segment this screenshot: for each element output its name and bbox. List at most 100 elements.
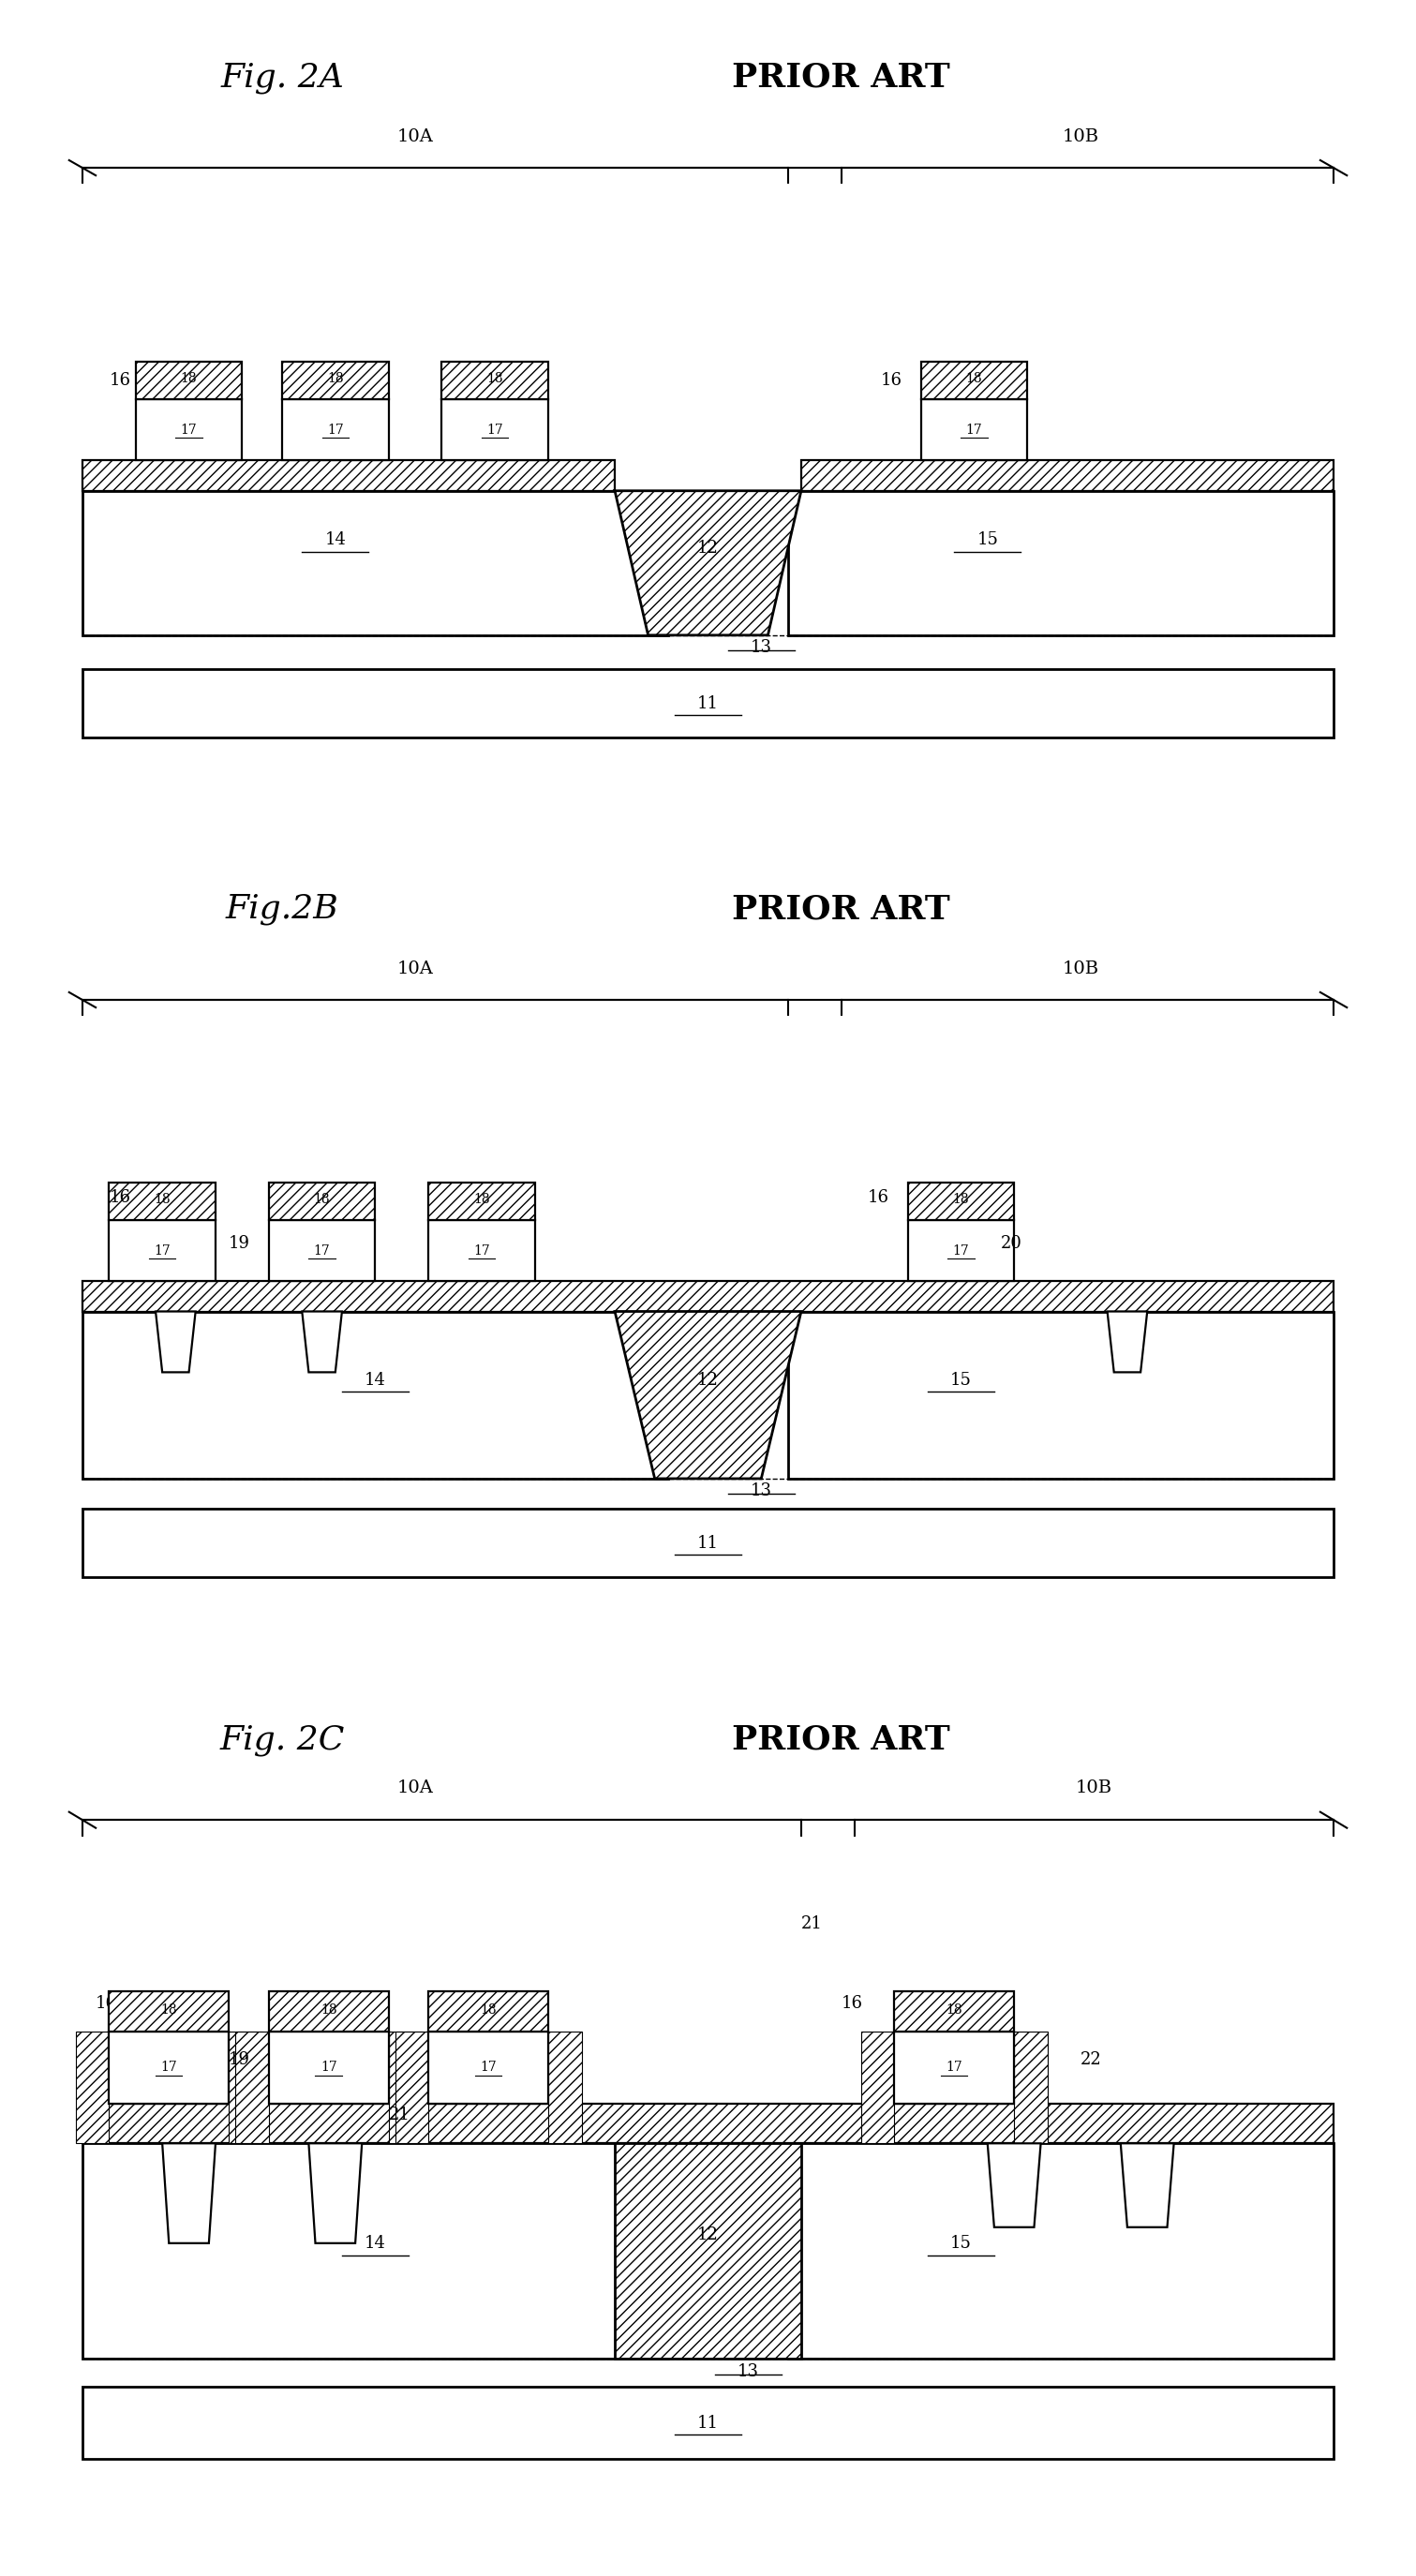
Text: 11: 11 bbox=[697, 696, 719, 711]
Text: 17: 17 bbox=[320, 2061, 337, 2074]
Bar bbox=[895, 1991, 1014, 2032]
Text: 17: 17 bbox=[154, 1244, 170, 1257]
Bar bbox=[109, 1221, 215, 1280]
Bar bbox=[136, 399, 242, 461]
Text: 10B: 10B bbox=[1076, 1780, 1113, 1795]
Bar bbox=[908, 1182, 1014, 1221]
Bar bbox=[136, 361, 242, 399]
Bar bbox=[908, 1221, 1014, 1280]
Bar bbox=[920, 361, 1028, 399]
Text: 17: 17 bbox=[473, 1244, 490, 1257]
Bar bbox=[388, 2032, 422, 2143]
Text: 12: 12 bbox=[697, 2226, 719, 2244]
Bar bbox=[109, 1182, 215, 1221]
Bar bbox=[82, 670, 1334, 737]
Text: 15: 15 bbox=[950, 2236, 971, 2251]
Text: 18: 18 bbox=[314, 1193, 330, 1206]
Text: 16: 16 bbox=[96, 1996, 118, 2012]
Bar bbox=[269, 1991, 388, 2032]
Polygon shape bbox=[302, 1311, 343, 1373]
Polygon shape bbox=[309, 2143, 362, 2244]
Bar bbox=[229, 2032, 262, 2143]
Bar bbox=[395, 2032, 429, 2143]
Bar bbox=[282, 399, 388, 461]
Bar bbox=[442, 399, 548, 461]
Text: 18: 18 bbox=[327, 371, 344, 386]
Text: 17: 17 bbox=[480, 2061, 497, 2074]
Polygon shape bbox=[615, 2143, 801, 2360]
Text: 18: 18 bbox=[154, 1193, 170, 1206]
Text: 14: 14 bbox=[364, 2236, 387, 2251]
Text: 19: 19 bbox=[229, 2050, 251, 2069]
Bar bbox=[429, 1221, 535, 1280]
Bar bbox=[787, 492, 1334, 636]
Text: 17: 17 bbox=[314, 1244, 330, 1257]
Text: Fig.2B: Fig.2B bbox=[225, 894, 338, 925]
Bar bbox=[82, 1510, 1334, 1577]
Bar bbox=[787, 2143, 1334, 2360]
Bar bbox=[82, 2388, 1334, 2458]
Bar bbox=[548, 2032, 582, 2143]
Bar bbox=[861, 2032, 895, 2143]
Text: Fig. 2A: Fig. 2A bbox=[221, 62, 344, 93]
Polygon shape bbox=[1107, 1311, 1147, 1373]
Text: 18: 18 bbox=[966, 371, 983, 386]
Text: 18: 18 bbox=[480, 2004, 497, 2017]
Text: 13: 13 bbox=[750, 639, 772, 657]
Bar bbox=[442, 361, 548, 399]
Text: 18: 18 bbox=[946, 2004, 963, 2017]
Bar bbox=[801, 461, 1334, 492]
Bar bbox=[82, 1311, 668, 1479]
Text: 17: 17 bbox=[181, 422, 197, 435]
Text: PRIOR ART: PRIOR ART bbox=[732, 62, 950, 93]
Text: 10A: 10A bbox=[396, 1780, 433, 1795]
Text: 14: 14 bbox=[364, 1370, 387, 1388]
Text: 16: 16 bbox=[109, 371, 130, 389]
Text: 12: 12 bbox=[697, 1370, 719, 1388]
Bar bbox=[76, 2032, 109, 2143]
Text: 13: 13 bbox=[738, 2362, 759, 2380]
Text: 10A: 10A bbox=[396, 961, 433, 976]
Text: 16: 16 bbox=[881, 371, 902, 389]
Text: 17: 17 bbox=[160, 2061, 177, 2074]
Text: 17: 17 bbox=[946, 2061, 963, 2074]
Polygon shape bbox=[163, 2143, 215, 2244]
Bar bbox=[82, 461, 615, 492]
Text: 14: 14 bbox=[324, 531, 346, 549]
Text: 18: 18 bbox=[487, 371, 503, 386]
Text: 17: 17 bbox=[327, 422, 344, 435]
Text: 13: 13 bbox=[750, 1481, 772, 1499]
Text: PRIOR ART: PRIOR ART bbox=[732, 894, 950, 925]
Bar bbox=[82, 2143, 668, 2360]
Bar bbox=[269, 2032, 388, 2105]
Text: 11: 11 bbox=[697, 1535, 719, 1551]
Text: 11: 11 bbox=[697, 2414, 719, 2432]
Bar bbox=[269, 1221, 375, 1280]
Bar bbox=[109, 2032, 229, 2105]
Text: 16: 16 bbox=[868, 1190, 889, 1206]
Text: 18: 18 bbox=[953, 1193, 969, 1206]
Bar bbox=[82, 1280, 1334, 1311]
Text: 18: 18 bbox=[181, 371, 197, 386]
Text: 19: 19 bbox=[229, 1234, 251, 1252]
Bar bbox=[82, 492, 668, 636]
Text: 10B: 10B bbox=[1062, 129, 1099, 144]
Text: 21: 21 bbox=[801, 1917, 823, 1932]
Text: 15: 15 bbox=[977, 531, 998, 549]
Text: PRIOR ART: PRIOR ART bbox=[732, 1723, 950, 1757]
Text: 18: 18 bbox=[160, 2004, 177, 2017]
Bar bbox=[920, 399, 1028, 461]
Bar bbox=[895, 2032, 1014, 2105]
Bar bbox=[787, 1311, 1334, 1479]
Text: 10B: 10B bbox=[1062, 961, 1099, 976]
Polygon shape bbox=[987, 2143, 1041, 2228]
Text: 20: 20 bbox=[961, 2050, 983, 2069]
Text: 17: 17 bbox=[966, 422, 983, 435]
Polygon shape bbox=[615, 492, 801, 636]
Bar bbox=[429, 2032, 548, 2105]
Text: 17: 17 bbox=[953, 1244, 969, 1257]
Bar bbox=[235, 2032, 269, 2143]
Text: Fig. 2C: Fig. 2C bbox=[219, 1723, 344, 1757]
Bar bbox=[1014, 2032, 1048, 2143]
Polygon shape bbox=[1120, 2143, 1174, 2228]
